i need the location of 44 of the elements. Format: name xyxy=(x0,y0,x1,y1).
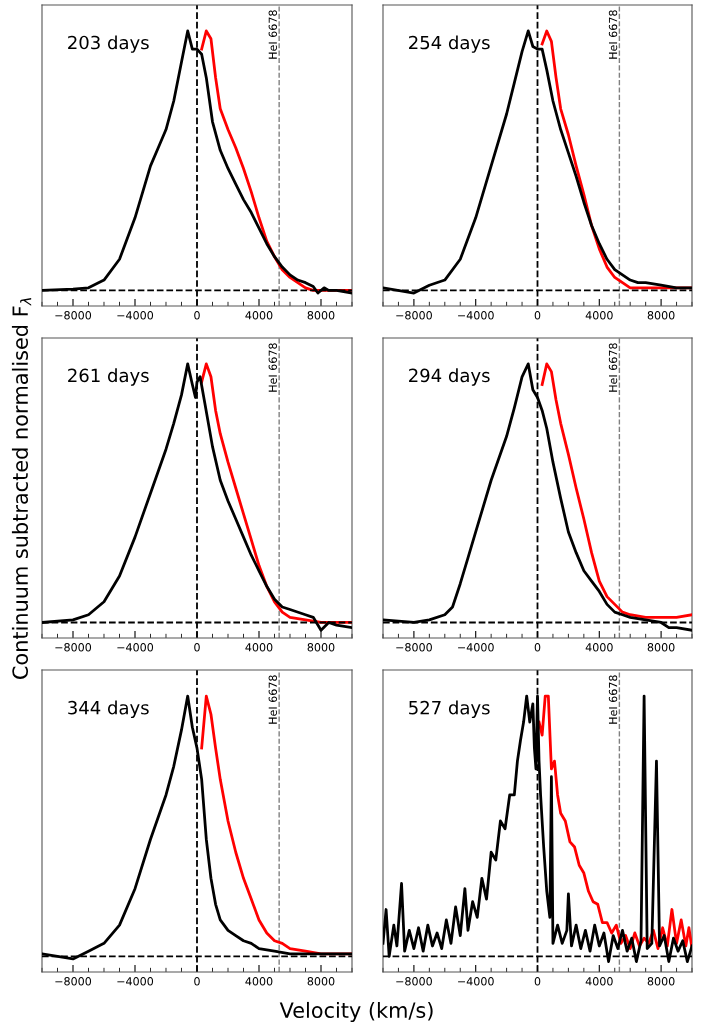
x-tick-label: 8000 xyxy=(307,311,335,320)
x-tick-label: 0 xyxy=(194,977,200,986)
x-tick-label: 4000 xyxy=(585,977,613,986)
ref-line-label: HeI 6678 xyxy=(608,675,618,724)
ref-line-label: HeI 6678 xyxy=(608,10,618,59)
x-tick-label: −4000 xyxy=(458,311,494,320)
x-tick-label: 8000 xyxy=(647,977,675,986)
x-tick-label: 4000 xyxy=(585,643,613,652)
x-tick-label: −4000 xyxy=(117,643,154,652)
x-tick-label: −8000 xyxy=(396,311,432,320)
x-tick-label: 8000 xyxy=(647,643,675,652)
x-tick-label: 8000 xyxy=(307,977,335,986)
x-tick-label: −8000 xyxy=(55,311,92,320)
x-tick-label: 0 xyxy=(194,311,200,320)
x-tick-label: −8000 xyxy=(396,643,432,652)
x-tick-label: 0 xyxy=(534,311,541,320)
chart-title: 203 days xyxy=(68,35,149,53)
x-tick-label: 8000 xyxy=(647,311,675,320)
x-tick-label: 4000 xyxy=(245,643,273,652)
ref-line-label: HeI 6678 xyxy=(268,10,277,59)
x-tick-label: 0 xyxy=(534,977,541,986)
x-tick-label: −4000 xyxy=(117,311,154,320)
x-tick-label: −8000 xyxy=(55,643,92,652)
ref-line-label: HeI 6678 xyxy=(608,343,618,392)
x-tick-label: 0 xyxy=(534,643,541,652)
x-tick-label: −4000 xyxy=(117,977,154,986)
chart-title: 344 days xyxy=(68,700,149,718)
x-tick-label: −8000 xyxy=(396,977,432,986)
chart-title: 261 days xyxy=(68,368,149,386)
y-axis-title: Continuum subtracted normalised F$_{λ}$ xyxy=(11,298,32,679)
x-tick-label: 4000 xyxy=(585,311,613,320)
x-tick-label: −8000 xyxy=(55,977,92,986)
x-tick-label: −4000 xyxy=(458,977,494,986)
x-tick-label: 8000 xyxy=(307,643,335,652)
ref-line-label: HeI 6678 xyxy=(268,675,277,724)
x-axis-title: Velocity (km/s) xyxy=(279,1001,433,1023)
chart-title: 527 days xyxy=(409,700,490,718)
ref-line-label: HeI 6678 xyxy=(268,343,277,392)
x-tick-label: 0 xyxy=(194,643,200,652)
x-tick-label: 4000 xyxy=(245,311,273,320)
x-tick-label: −4000 xyxy=(458,643,494,652)
chart-title: 254 days xyxy=(409,35,490,53)
x-tick-label: 4000 xyxy=(245,977,273,986)
chart-title: 294 days xyxy=(409,368,490,386)
